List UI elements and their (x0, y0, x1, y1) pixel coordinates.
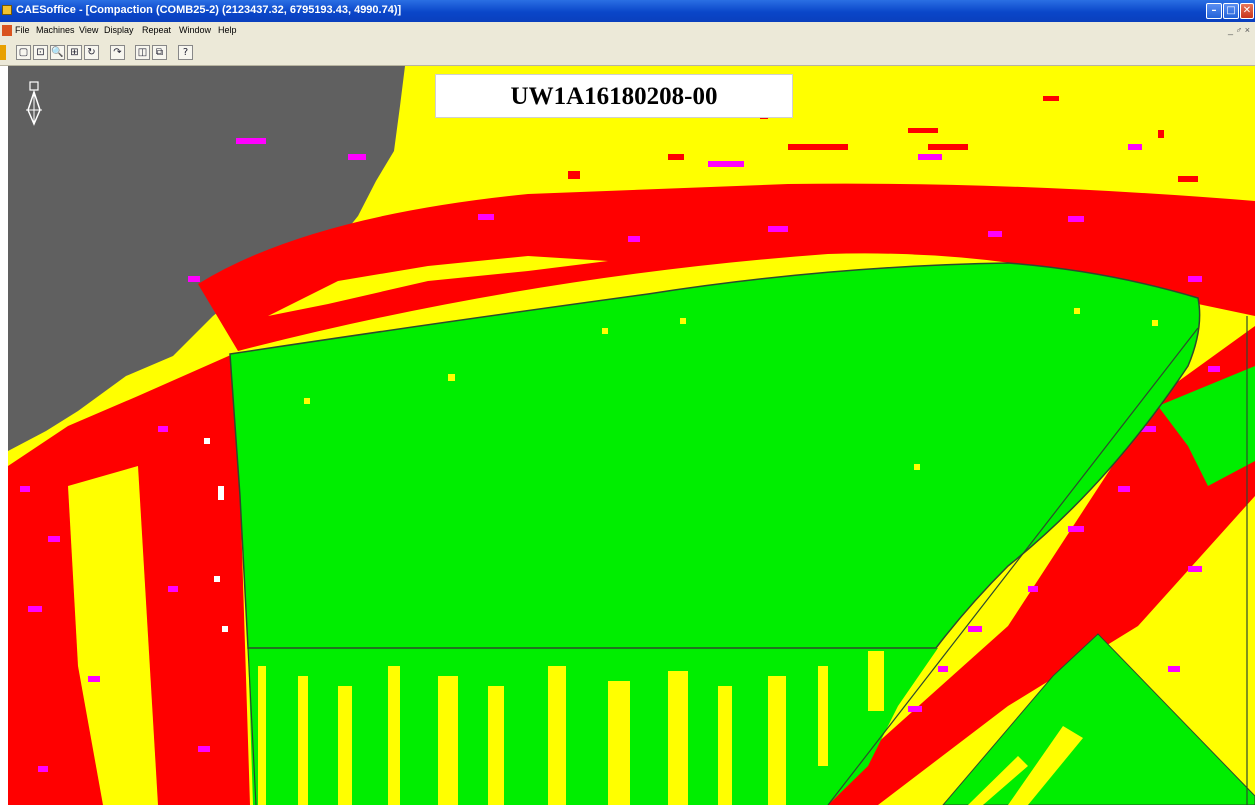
window-title-bar[interactable]: CAESoffice - [Compaction (COMB25-2) (212… (0, 0, 1255, 22)
layers-icon[interactable]: ⧉ (152, 45, 167, 60)
no-data-region (8, 66, 405, 451)
zoom-box-icon[interactable]: ⊞ (67, 45, 82, 60)
map-svg (8, 66, 1255, 805)
lower-yellow-stripes (258, 651, 884, 805)
white-specks (204, 438, 228, 632)
maximize-button[interactable]: □ (1223, 3, 1239, 19)
menu-machines[interactable]: Machines (36, 25, 75, 35)
redo-icon[interactable]: ↷ (110, 45, 125, 60)
refresh-icon[interactable]: ↻ (84, 45, 99, 60)
compaction-map[interactable]: UW1A16180208-00 (8, 66, 1255, 805)
high-pass-strip-right (1158, 366, 1255, 486)
window-left-border (0, 66, 8, 805)
help-icon[interactable]: ? (178, 45, 193, 60)
menu-window[interactable]: Window (179, 25, 212, 35)
minimize-button[interactable]: – (1206, 3, 1222, 19)
select-icon[interactable]: ▢ (16, 45, 31, 60)
close-button[interactable]: ✕ (1240, 3, 1254, 19)
document-id-label: UW1A16180208-00 (435, 74, 793, 118)
mid-pass-patch-left (68, 466, 158, 805)
menu-bar: File Machines View Display Repeat Window… (0, 22, 1255, 40)
toolbar-grip (0, 45, 6, 60)
boundary-lines (247, 316, 1248, 805)
toolbar: ▢ ⊡ 🔍 ⊞ ↻ ↷ ◫ ⧉ ? (0, 40, 1255, 66)
menu-help[interactable]: Help (218, 25, 237, 35)
field-specks (304, 308, 1158, 470)
app-icon[interactable] (2, 5, 12, 15)
zoom-icon[interactable]: 🔍 (50, 45, 65, 60)
pan-icon[interactable]: ⊡ (33, 45, 48, 60)
mid-pass-patch-top (268, 256, 608, 316)
window-title: CAESoffice - [Compaction (COMB25-2) (212… (16, 4, 402, 16)
north-arrow-icon[interactable] (26, 81, 42, 126)
menu-view[interactable]: View (79, 25, 99, 35)
tile-icon[interactable]: ◫ (135, 45, 150, 60)
menu-repeat[interactable]: Repeat (142, 25, 172, 35)
high-pass-strip-lower (248, 646, 938, 805)
mdi-window-controls[interactable]: _ ♂ × (1228, 25, 1251, 35)
lower-right-yellow-cross (968, 726, 1083, 805)
document-icon[interactable] (2, 25, 12, 36)
low-pass-band-diagonal (808, 326, 1255, 805)
low-pass-band-top (198, 183, 1255, 351)
menu-file[interactable]: File (15, 25, 30, 35)
edge-speckles (20, 138, 1220, 772)
high-pass-field (229, 262, 1201, 649)
menu-display[interactable]: Display (104, 25, 134, 35)
